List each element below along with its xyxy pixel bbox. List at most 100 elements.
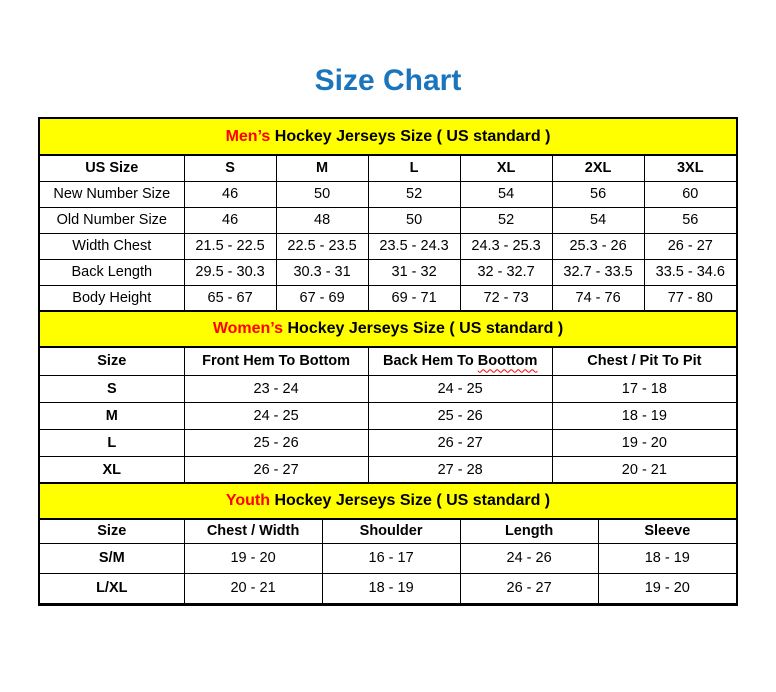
cell: 20 - 21 — [183, 572, 323, 604]
womens-size-table: Women’s Hockey Jerseys Size ( US standar… — [40, 310, 736, 484]
page-title: Size Chart — [314, 64, 462, 97]
cell: 46 — [183, 206, 277, 234]
table-row: Body Height 65 - 67 67 - 69 69 - 71 72 - 73 7… — [40, 284, 736, 312]
table-row: New Number Size 46 50 52 54 56 60 — [40, 180, 736, 208]
column-header: M — [275, 154, 369, 182]
row-label: S — [40, 374, 185, 403]
table-row: S 23 - 24 24 - 25 17 - 18 — [40, 374, 736, 403]
column-header: Size — [40, 518, 185, 544]
cell: 25 - 26 — [367, 401, 553, 430]
cell: 26 - 27 — [643, 232, 736, 260]
youth-section-band-row: Youth Hockey Jerseys Size ( US standard … — [40, 482, 736, 520]
column-header-label: Length — [504, 523, 554, 540]
cell: 50 — [275, 180, 369, 208]
column-header-label: 2XL — [584, 160, 612, 177]
cell: 26 - 27 — [183, 455, 369, 484]
column-header-label: Size — [97, 523, 127, 540]
cell: 17 - 18 — [551, 374, 736, 403]
column-header-label: M — [316, 160, 329, 177]
column-header: Chest / Pit To Pit — [551, 346, 736, 376]
cell: 54 — [551, 206, 645, 234]
cell: 24 - 25 — [367, 374, 553, 403]
cell: 26 - 27 — [367, 428, 553, 457]
section-band-title: Hockey Jerseys Size ( US standard ) — [270, 127, 551, 145]
cell: 16 - 17 — [321, 542, 461, 574]
column-header-label: Size — [97, 353, 127, 370]
cell: 30.3 - 31 — [275, 258, 369, 286]
table-row: L/XL 20 - 21 18 - 19 26 - 27 19 - 20 — [40, 572, 736, 604]
column-header-row: Size Chest / Width Shoulder Length Sleeve — [40, 518, 736, 544]
column-header: Length — [459, 518, 599, 544]
cell: 29.5 - 30.3 — [183, 258, 277, 286]
column-header: Shoulder — [321, 518, 461, 544]
row-label: L/XL — [40, 572, 185, 604]
cell: 69 - 71 — [367, 284, 461, 312]
cell: 33.5 - 34.6 — [643, 258, 736, 286]
column-header-label: L — [409, 160, 419, 177]
cell: 67 - 69 — [275, 284, 369, 312]
cell: 25 - 26 — [183, 428, 369, 457]
column-header: Front Hem To Bottom — [183, 346, 369, 376]
row-label: Body Height — [40, 284, 185, 312]
youth-section-band: Youth Hockey Jerseys Size ( US standard … — [40, 482, 736, 520]
cell: 18 - 19 — [321, 572, 461, 604]
womens-section-band-row: Women’s Hockey Jerseys Size ( US standar… — [40, 310, 736, 348]
row-label: M — [40, 401, 185, 430]
column-header-label: Front Hem To Bottom — [202, 353, 351, 370]
row-label: XL — [40, 455, 185, 484]
cell: 25.3 - 26 — [551, 232, 645, 260]
column-header-label: Back Hem To — [382, 353, 478, 370]
column-header-label: Sleeve — [644, 523, 691, 540]
column-header: Back Hem To Boottom — [367, 346, 553, 376]
table-row: Width Chest 21.5 - 22.5 22.5 - 23.5 23.5 - … — [40, 232, 736, 260]
table-row: M 24 - 25 25 - 26 18 - 19 — [40, 401, 736, 430]
mens-section-band-row: Men’s Hockey Jerseys Size ( US standard … — [40, 119, 736, 156]
row-label: New Number Size — [40, 180, 185, 208]
youth-size-table: Youth Hockey Jerseys Size ( US standard … — [40, 482, 736, 604]
cell: 46 — [183, 180, 277, 208]
cell: 27 - 28 — [367, 455, 553, 484]
cell: 74 - 76 — [551, 284, 645, 312]
size-chart-tables: Men’s Hockey Jerseys Size ( US standard … — [38, 117, 738, 606]
column-header: L — [367, 154, 461, 182]
cell: 32 - 32.7 — [459, 258, 553, 286]
cell: 20 - 21 — [551, 455, 736, 484]
column-header-label: Chest / Width — [206, 523, 300, 540]
column-header: 2XL — [551, 154, 645, 182]
column-header-label: S — [225, 160, 235, 177]
table-row: Old Number Size 46 48 50 52 54 56 — [40, 206, 736, 234]
table-row: S/M 19 - 20 16 - 17 24 - 26 18 - 19 — [40, 542, 736, 574]
column-header: Size — [40, 346, 185, 376]
cell: 19 - 20 — [183, 542, 323, 574]
cell: 31 - 32 — [367, 258, 461, 286]
section-band-highlight: Women’s — [212, 320, 284, 337]
cell: 60 — [643, 180, 736, 208]
cell: 23 - 24 — [183, 374, 369, 403]
misspelled-word: Boottom — [477, 353, 538, 370]
column-header: Sleeve — [597, 518, 736, 544]
cell: 22.5 - 23.5 — [275, 232, 369, 260]
cell: 18 - 19 — [597, 542, 736, 574]
row-label: S/M — [40, 542, 185, 574]
cell: 23.5 - 24.3 — [367, 232, 461, 260]
column-header-label: XL — [496, 160, 516, 177]
column-header: 3XL — [643, 154, 736, 182]
cell: 56 — [551, 180, 645, 208]
cell: 65 - 67 — [183, 284, 277, 312]
cell: 26 - 27 — [459, 572, 599, 604]
table-row: L 25 - 26 26 - 27 19 - 20 — [40, 428, 736, 457]
column-header: US Size — [40, 154, 185, 182]
row-label: Back Length — [40, 258, 185, 286]
section-band-title: Hockey Jerseys Size ( US standard ) — [270, 492, 551, 509]
cell: 52 — [459, 206, 553, 234]
cell: 19 - 20 — [551, 428, 736, 457]
cell: 54 — [459, 180, 553, 208]
womens-section-band: Women’s Hockey Jerseys Size ( US standar… — [40, 310, 736, 348]
column-header-row: US Size S M L XL 2XL 3XL — [40, 154, 736, 182]
cell: 77 - 80 — [643, 284, 736, 312]
table-row: Back Length 29.5 - 30.3 30.3 - 31 31 - 32 32… — [40, 258, 736, 286]
column-header: Chest / Width — [183, 518, 323, 544]
section-band-highlight: Men’s — [225, 127, 271, 145]
cell: 21.5 - 22.5 — [183, 232, 277, 260]
size-chart-page: Size Chart Men’s Hockey Jerseys Size ( U… — [38, 64, 738, 606]
